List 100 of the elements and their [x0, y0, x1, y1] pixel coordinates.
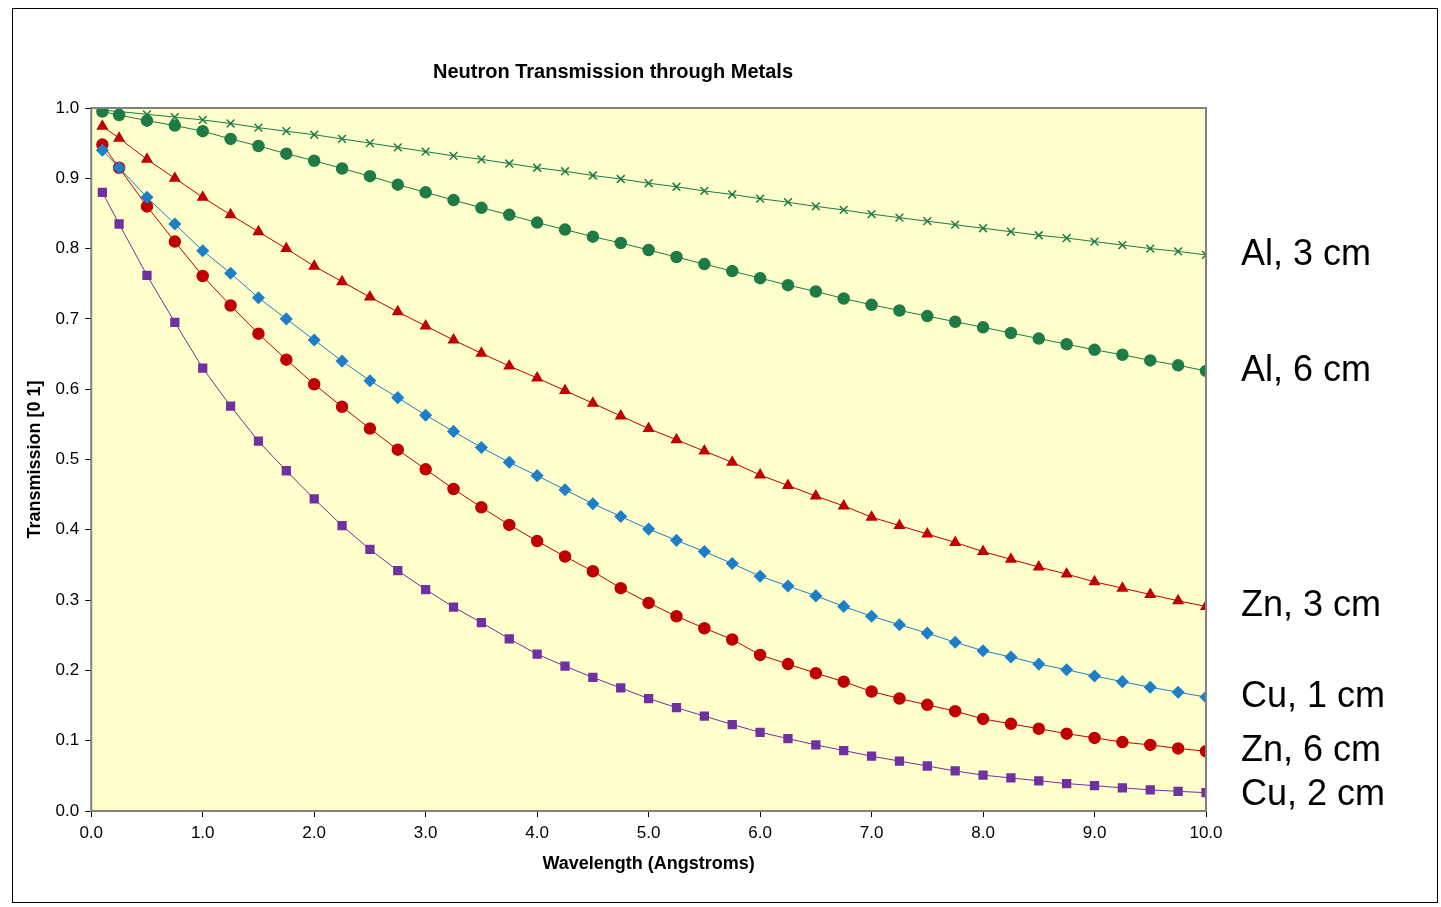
point	[476, 617, 487, 628]
point	[921, 626, 934, 640]
point	[894, 213, 905, 223]
point	[976, 712, 990, 726]
point	[643, 422, 655, 433]
point	[948, 636, 962, 649]
point	[335, 400, 349, 414]
series-label: Al, 6 cm	[1241, 347, 1372, 389]
point	[140, 191, 154, 204]
point	[922, 216, 932, 226]
point	[252, 225, 264, 236]
point	[503, 456, 516, 469]
point	[783, 197, 793, 207]
point	[225, 401, 236, 411]
point	[531, 371, 543, 382]
point	[1145, 243, 1155, 254]
series-label: Cu, 2 cm	[1241, 772, 1386, 814]
point	[921, 698, 934, 712]
point	[809, 285, 823, 298]
y-tick-label: 0.8	[55, 238, 80, 258]
point	[671, 703, 682, 713]
point	[1116, 675, 1129, 688]
point	[614, 510, 627, 523]
point	[337, 134, 347, 144]
point	[1006, 773, 1016, 783]
point	[614, 581, 627, 595]
point	[753, 648, 767, 662]
point	[97, 187, 108, 197]
point	[754, 468, 766, 479]
point	[978, 770, 988, 780]
point	[616, 174, 626, 184]
point	[170, 112, 180, 122]
point	[391, 443, 405, 456]
point	[727, 719, 737, 730]
series-label: Zn, 3 cm	[1241, 583, 1382, 625]
point	[337, 520, 347, 531]
point	[1060, 727, 1073, 740]
point	[837, 292, 850, 305]
point	[169, 172, 181, 182]
point	[475, 347, 487, 357]
point	[698, 257, 711, 271]
point	[670, 610, 683, 623]
point	[141, 153, 153, 163]
point	[114, 219, 124, 229]
point	[559, 384, 571, 395]
point	[196, 244, 209, 257]
point	[948, 315, 962, 328]
y-axis-title: Transmission [0 1]	[23, 380, 44, 539]
point	[530, 469, 544, 482]
point	[1062, 778, 1072, 789]
point	[893, 519, 905, 530]
point	[948, 704, 962, 718]
point	[1032, 722, 1046, 735]
point	[839, 205, 849, 215]
point	[586, 230, 600, 243]
point	[280, 242, 292, 253]
point	[309, 130, 319, 140]
point	[364, 290, 376, 301]
point	[976, 321, 990, 334]
point	[865, 298, 878, 312]
x-tick-label: 1.0	[190, 822, 215, 842]
point	[558, 483, 572, 496]
point	[865, 685, 878, 698]
point	[420, 319, 432, 330]
point	[560, 661, 570, 671]
point	[866, 209, 877, 219]
point	[1005, 553, 1017, 563]
point	[1171, 685, 1185, 699]
point	[1062, 233, 1072, 243]
point	[224, 132, 237, 146]
point	[281, 466, 291, 476]
point	[421, 146, 431, 157]
point	[783, 733, 793, 744]
chart-title: Neutron Transmission through Metals	[432, 59, 794, 82]
point	[225, 208, 237, 219]
point	[168, 217, 182, 231]
point	[1173, 246, 1183, 257]
point	[196, 269, 209, 283]
point	[448, 602, 459, 612]
point	[281, 126, 291, 136]
point	[96, 120, 108, 130]
point	[475, 501, 488, 514]
point	[363, 422, 377, 435]
point	[725, 264, 739, 278]
point	[725, 557, 739, 570]
point	[753, 569, 767, 583]
point	[308, 259, 320, 270]
point	[1144, 681, 1157, 694]
point	[1004, 650, 1018, 664]
point	[1060, 337, 1073, 351]
point	[782, 479, 794, 490]
point	[503, 518, 516, 532]
point	[866, 751, 877, 761]
point	[419, 408, 432, 422]
point	[170, 317, 180, 328]
x-tick-label: 3.0	[413, 822, 438, 842]
point	[475, 441, 488, 454]
y-tick-label: 1.0	[55, 97, 80, 117]
point	[476, 154, 487, 164]
point	[1144, 588, 1156, 598]
